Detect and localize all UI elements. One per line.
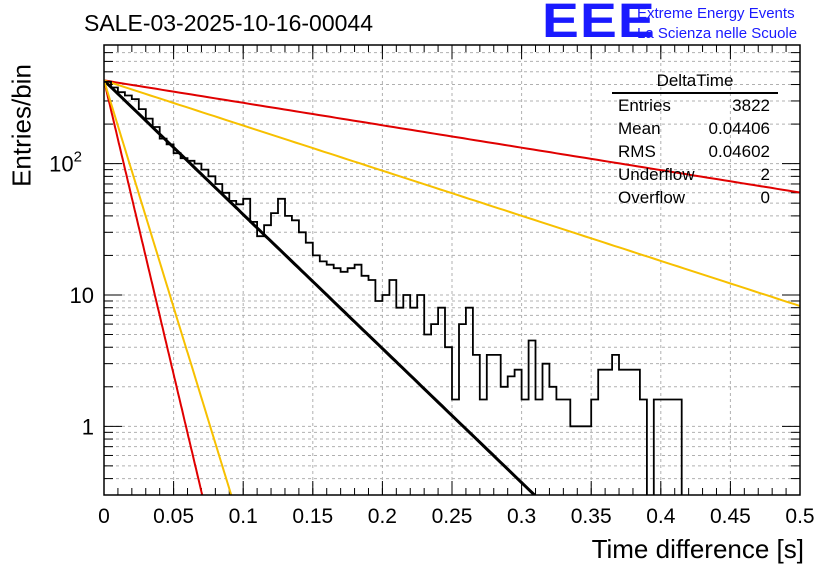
x-tick-label: 0.25 [432,505,473,528]
y-tick-label: 102 [49,149,82,177]
stats-value: 0.04406 [708,119,770,138]
stats-title: DeltaTime [612,70,778,94]
x-tick-label: 0.5 [785,505,814,528]
stats-label: Overflow [618,188,686,207]
stats-row: Underflow 2 [612,163,778,186]
x-tick-label: 0.35 [571,505,612,528]
x-tick-label: 0.45 [710,505,751,528]
stats-value: 0 [760,188,770,207]
y-tick-labels: 1 10 102 [49,149,94,440]
stats-label: Mean [618,119,661,138]
fit-curve-fit [104,79,537,495]
x-tick-label: 0.4 [646,505,676,528]
plot-title: SALE-03-2025-10-16-00044 [84,10,373,36]
fit-curve-yellow-shallow [104,79,800,307]
x-tick-label: 0.05 [153,505,194,528]
x-axis-label: Time difference [s] [591,534,804,564]
stats-value: 2 [760,165,770,184]
fit-curve-red-steep [104,80,204,495]
x-tick-label: 0.15 [292,505,333,528]
stats-row: Overflow 0 [612,186,778,209]
x-tick-label: 0 [98,505,110,528]
stats-label: RMS [618,142,656,161]
histogram-bars [104,80,683,495]
fit-curve-yellow-steep [104,80,233,495]
stats-value: 0.04602 [708,142,770,161]
plot-frame [103,44,801,496]
fit-curves [104,79,800,495]
eee-logo: EEE [542,0,656,48]
stats-label: Underflow [618,165,695,184]
stats-value: 3822 [732,96,770,115]
stats-row: RMS 0.04602 [612,140,778,163]
stats-row: Mean 0.04406 [612,117,778,140]
x-tick-label: 0.1 [229,505,258,528]
stats-box: DeltaTime Entries 3822 Mean 0.04406 RMS … [612,70,778,209]
stats-label: Entries [618,96,671,115]
logo-subtitle-1: Extreme Energy Events [637,5,795,22]
x-tick-label: 0.2 [368,505,397,528]
y-tick-label: 10 [70,283,94,308]
fit-curve-red-shallow [104,79,800,194]
y-tick-label: 1 [82,414,94,439]
y-axis-label: Entries/bin [6,64,37,187]
x-tick-labels: 0 0.05 0.1 0.15 0.2 0.25 0.3 0.35 0.4 0.45 0.5 [98,505,814,528]
x-tick-label: 0.3 [507,505,536,528]
stats-row: Entries 3822 [612,94,778,117]
histogram [104,80,683,495]
logo-subtitle-2: La Scienza nelle Scuole [637,25,798,42]
